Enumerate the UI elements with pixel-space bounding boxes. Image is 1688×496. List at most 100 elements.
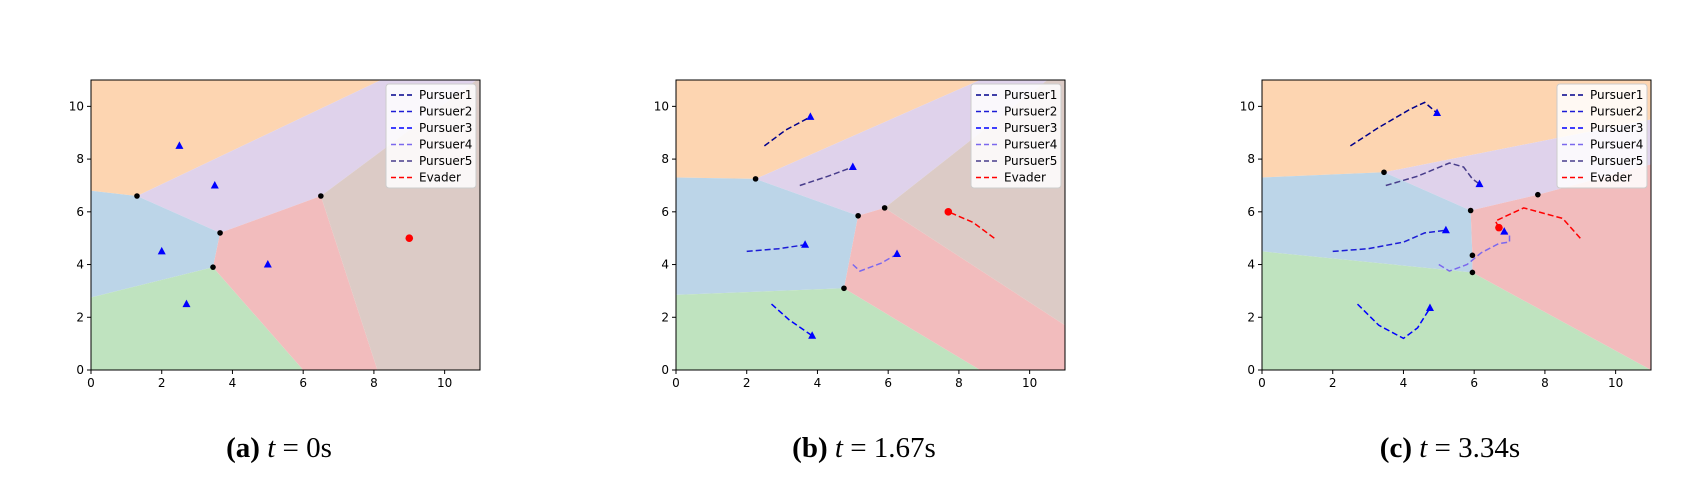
plot-frame xyxy=(90,79,481,371)
voronoi-region xyxy=(676,80,981,179)
y-tick-label: 4 xyxy=(76,258,84,272)
pursuer5-trajectory xyxy=(1385,162,1480,187)
voronoi-vertex xyxy=(1467,207,1474,214)
voronoi-region xyxy=(1470,164,1651,370)
legend-entry: Pursuer1 xyxy=(1004,88,1057,102)
caption-value: = 0s xyxy=(275,432,332,464)
x-tick-label: 0 xyxy=(1258,376,1266,390)
voronoi-region xyxy=(844,207,1065,370)
legend-entry: Pursuer3 xyxy=(419,121,472,135)
pursuer-marker xyxy=(1500,227,1509,235)
pursuer-marker xyxy=(893,249,902,257)
voronoi-vertex xyxy=(1469,269,1476,276)
legend-entry: Evader xyxy=(1590,171,1632,185)
pursuer-marker xyxy=(210,180,219,189)
voronoi-vertex xyxy=(855,212,861,219)
trajectories xyxy=(1332,101,1581,340)
legend-box xyxy=(970,83,1062,189)
voronoi-region xyxy=(1262,80,1651,178)
y-tick-label: 6 xyxy=(1247,205,1255,219)
y-axis-ticks: 0 2 4 6 8 10 xyxy=(69,99,91,377)
caption-label: (c) xyxy=(1380,432,1412,464)
pursuer-marker xyxy=(801,240,810,248)
caption-var: t xyxy=(267,432,276,464)
x-tick-label: 10 xyxy=(1022,376,1037,390)
markers xyxy=(1381,108,1541,312)
x-tick-label: 8 xyxy=(1541,376,1549,390)
y-tick-label: 8 xyxy=(76,152,84,166)
legend-entry: Pursuer2 xyxy=(419,105,472,119)
x-tick-label: 8 xyxy=(370,376,378,390)
markers xyxy=(134,141,414,308)
pursuer-marker xyxy=(263,260,272,268)
y-tick-label: 6 xyxy=(661,205,669,219)
caption-var: t xyxy=(835,432,844,464)
voronoi-region xyxy=(91,80,381,196)
pursuer3-trajectory xyxy=(771,303,813,337)
y-tick-label: 4 xyxy=(1247,258,1255,272)
evader-marker xyxy=(944,208,953,216)
caption-label: (a) xyxy=(226,432,260,464)
legend-entry: Pursuer3 xyxy=(1004,121,1057,135)
legend-entry: Pursuer4 xyxy=(1590,138,1643,152)
evader-marker xyxy=(1495,223,1503,232)
x-tick-label: 6 xyxy=(1470,376,1478,390)
legend-box xyxy=(385,83,477,189)
legend-entry: Pursuer3 xyxy=(1590,121,1643,135)
voronoi-vertex xyxy=(881,205,888,211)
x-axis-ticks: 0 2 4 6 8 10 xyxy=(1258,370,1623,390)
legend-entry: Pursuer1 xyxy=(1590,88,1643,102)
plot-frame xyxy=(675,79,1066,371)
pursuer-marker xyxy=(1433,108,1442,116)
legend-entry: Pursuer4 xyxy=(1004,138,1057,152)
caption: (b) t = 1.67s xyxy=(792,432,936,464)
evader-marker xyxy=(405,234,414,242)
x-axis-ticks: 0 2 4 6 8 10 xyxy=(87,370,452,390)
legend: Pursuer1 Pursuer2 Pursuer3 Pursuer4 Pursuer5… xyxy=(970,83,1062,189)
legend-box xyxy=(1556,83,1648,189)
pursuer-marker xyxy=(157,246,166,255)
pursuer2-trajectory xyxy=(1332,229,1446,253)
pursuer-marker xyxy=(175,141,184,149)
legend-entry: Pursuer5 xyxy=(1590,154,1643,168)
legend: Pursuer1 Pursuer2 Pursuer3 Pursuer4 Pursuer5… xyxy=(385,83,477,189)
caption-value: = 1.67s xyxy=(843,432,936,464)
pursuer1-trajectory xyxy=(763,116,811,147)
x-tick-label: 10 xyxy=(437,376,452,390)
pursuer-marker xyxy=(808,331,817,339)
pursuer-marker xyxy=(1441,225,1450,234)
y-tick-label: 4 xyxy=(661,258,669,272)
y-tick-label: 0 xyxy=(661,363,669,377)
voronoi-region xyxy=(91,190,221,298)
x-tick-label: 2 xyxy=(158,376,166,390)
y-tick-label: 6 xyxy=(76,205,84,219)
legend-entry: Pursuer2 xyxy=(1004,105,1057,119)
trajectories xyxy=(746,116,995,337)
y-axis-ticks: 0 2 4 6 8 10 xyxy=(1240,99,1262,377)
pursuer-marker xyxy=(1475,179,1484,188)
voronoi-vertex xyxy=(210,264,216,270)
pursuer-marker xyxy=(848,162,857,170)
pursuer-marker xyxy=(806,112,815,120)
y-axis-ticks: 0 2 4 6 8 10 xyxy=(654,99,676,377)
caption-var: t xyxy=(1419,432,1428,464)
voronoi-region xyxy=(676,177,859,295)
legend-entry: Pursuer5 xyxy=(1004,154,1057,168)
y-tick-label: 2 xyxy=(661,310,669,324)
y-tick-label: 10 xyxy=(654,99,669,113)
caption: (c) t = 3.34s xyxy=(1380,432,1520,464)
caption-value: = 3.34s xyxy=(1427,432,1520,464)
evader-trajectory xyxy=(1494,207,1581,239)
voronoi-vertex xyxy=(318,193,324,199)
voronoi-region xyxy=(1262,172,1473,273)
voronoi-vertex xyxy=(1469,252,1476,259)
pursuer1-trajectory xyxy=(1349,101,1438,147)
caption: (a) t = 0s xyxy=(226,432,332,464)
x-tick-label: 0 xyxy=(672,376,680,390)
x-tick-label: 4 xyxy=(814,376,822,390)
y-tick-label: 10 xyxy=(1240,99,1255,113)
plot-frame xyxy=(1261,79,1652,371)
pursuer-marker xyxy=(182,299,191,308)
panel-c: 0 2 4 6 8 10 0 2 4 6 8 10 Pursuer1 Pursuer2 Pursuer3… xyxy=(1240,79,1652,464)
